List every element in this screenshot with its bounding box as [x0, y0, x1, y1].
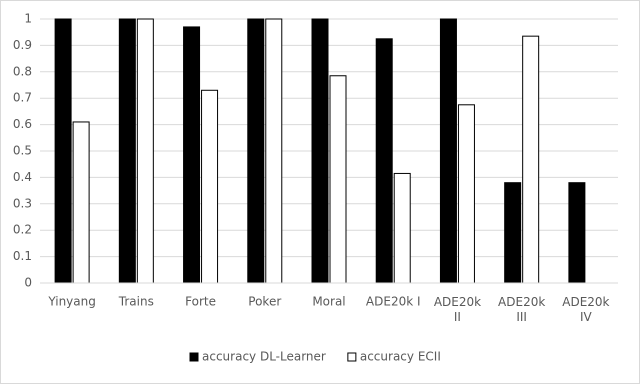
y-tick-label: 1	[24, 12, 32, 26]
x-tick-label: Poker	[248, 295, 281, 309]
x-tick-label: ADE20k I	[366, 295, 421, 309]
y-tick-label: 0.3	[13, 196, 32, 210]
bar	[54, 18, 72, 284]
label-line: ADE20k	[562, 295, 609, 309]
bar	[311, 18, 329, 284]
y-tick-label: 0.7	[13, 91, 32, 105]
label-line: ADE20k	[434, 295, 481, 309]
bar	[393, 172, 411, 284]
label-line: III	[516, 310, 527, 324]
x-tick-label: Trains	[118, 295, 154, 309]
legend-label: accuracy ECII	[360, 350, 441, 364]
y-tick-label: 0.1	[13, 249, 32, 263]
x-tick-label: ADE20k III	[498, 295, 545, 324]
legend-label: accuracy DL-Learner	[202, 350, 326, 364]
legend-swatch	[189, 352, 199, 362]
label-line: II	[454, 310, 461, 324]
y-tick-label: 0.8	[13, 64, 32, 78]
x-tick-label: ADE20k II	[434, 295, 481, 324]
bar	[183, 26, 201, 284]
x-tick-label: Forte	[185, 295, 216, 309]
y-tick-label: 0.6	[13, 117, 32, 131]
label-line: IV	[580, 310, 593, 324]
bar	[265, 18, 283, 284]
bar	[329, 75, 347, 284]
bar	[375, 38, 393, 284]
bar	[247, 18, 265, 284]
bar	[72, 121, 90, 284]
bar	[457, 104, 475, 284]
label-line: ADE20k	[498, 295, 545, 309]
y-tick-label: 0.2	[13, 223, 32, 237]
bar	[118, 18, 136, 284]
bar	[439, 18, 457, 284]
x-tick-label: ADE20k IV	[562, 295, 609, 324]
x-tick-label: Moral	[312, 295, 345, 309]
y-tick-label: 0.9	[13, 38, 32, 52]
bar	[201, 89, 219, 284]
legend-swatch	[347, 352, 357, 362]
y-tick-label: 0.4	[13, 170, 32, 184]
bar	[504, 182, 522, 284]
y-tick-label: 0.5	[13, 144, 32, 158]
bar	[136, 18, 154, 284]
x-tick-label: Yinyang	[47, 295, 96, 309]
y-tick-label: 0	[24, 276, 32, 290]
bar	[568, 182, 586, 284]
bar	[522, 35, 540, 284]
